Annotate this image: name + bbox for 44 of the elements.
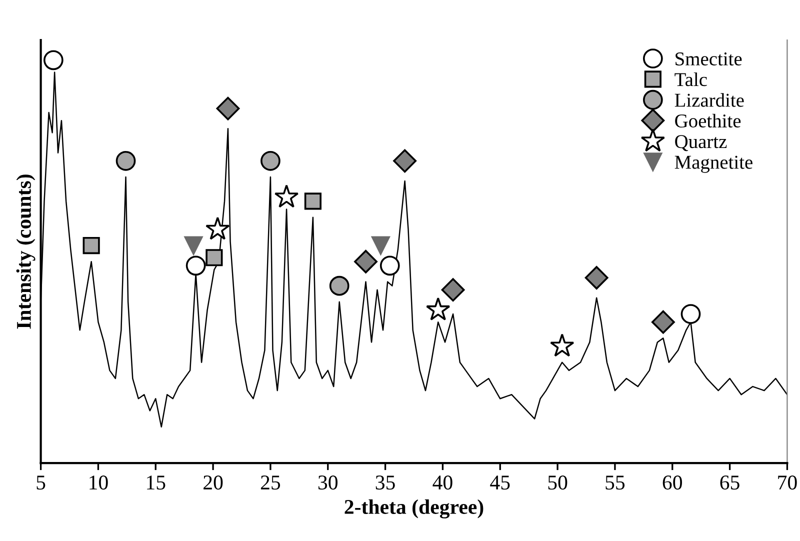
point [584,266,608,290]
point [216,96,240,120]
legend-label: Smectite [676,52,742,66]
legend-label: Talc [674,72,707,86]
point [441,278,465,302]
point [371,236,390,255]
point [186,256,206,276]
y-axis-title: Intensity (counts) [16,174,36,329]
point [260,150,280,171]
x-tick-label: 60 [662,476,682,490]
legend-label: Goethite [675,114,741,128]
x-tick-label: 55 [606,476,625,490]
x-tick-label: 20 [204,476,223,490]
x-tick-label: 35 [376,476,395,490]
point [380,256,400,276]
point [329,276,350,296]
point [680,304,701,324]
x-tick-label: 5 [36,476,46,490]
point [274,184,299,208]
point [354,250,378,274]
point [651,310,675,334]
legend-label: Quartz [675,135,727,152]
legend-label: Lizardite [674,93,744,107]
x-tick-label: 40 [432,476,452,490]
x-tick-label: 65 [720,476,740,490]
point [304,192,322,210]
point [116,150,136,171]
point [550,334,574,357]
x-tick-label: 25 [260,476,280,490]
legend-label: Magnetite [674,156,752,173]
point [393,149,417,173]
point [206,249,223,266]
point [206,216,230,240]
point [44,50,64,70]
x-tick-label: 70 [778,476,797,490]
x-tick-label: 10 [90,476,108,490]
point [426,297,450,320]
x-tick-label: 45 [490,476,510,490]
x-tick-label: 30 [318,476,338,490]
x-tick-label: 15 [147,476,166,490]
x-tick-label: 50 [548,476,568,490]
x-axis-title: 2-theta (degree) [344,499,484,518]
point [184,236,203,255]
point [82,236,100,254]
